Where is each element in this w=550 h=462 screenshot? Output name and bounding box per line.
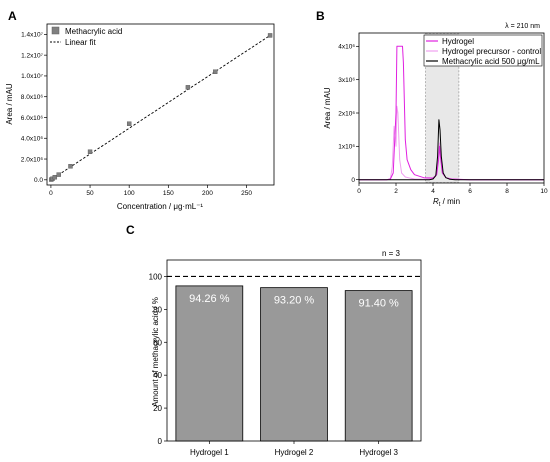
chart-a-ytick-label: 6.0x10⁶ [21,115,44,122]
legend-label-linear-fit: Linear fit [65,38,96,47]
chart-b-ytick-label: 3x10⁶ [338,77,355,84]
chart-a-ytick-label: 1.0x10⁷ [21,73,44,80]
chart-a-ylabel: Area / mAU [5,83,14,125]
panel-label-c: C [126,223,135,237]
chart-a-xtick-label: 50 [86,190,94,197]
chart-a-point [267,33,273,38]
chart-a-point [56,172,61,177]
chart-b-frame [358,32,545,184]
chart-a-ytick-label: 1.4x10⁷ [21,32,44,39]
chart-c-bar-value-label: 94.26 % [189,293,230,305]
chart-a-ytick-label: 2.0x10⁶ [21,156,44,163]
chart-c-ytick-label: 40 [153,371,162,380]
chart-b-xtick-label: 4 [431,188,435,195]
chart-c-category-label: Hydrogel 2 [275,448,314,457]
legend-marker-methacrylic-acid [51,26,60,35]
chart-c-ytick-label: 100 [149,272,163,281]
chart-a-xtick-label: 0 [49,190,53,197]
chart-a-xtick-label: 150 [163,190,174,197]
chart-c-ytick-label: 20 [153,404,162,413]
chart-b-xtick-label: 0 [357,188,361,195]
chart-c-bar [344,290,413,442]
chart-a-point [68,164,73,169]
chart-a-calibration: 0 50 100 150 200 250 0.0 2.0x10⁶ 4.0x10⁶ 6.0x10⁶ 8… [5,23,275,211]
chart-c-bar-value-label: 91.40 % [358,298,399,310]
chart-c-ylabel: Amount of methacrylic acid / % [151,297,160,407]
chart-b-ytick-label: 2x10⁶ [338,110,355,117]
chart-b-xtick-label: 2 [394,188,398,195]
chart-b-xlabel: Rt / min [433,197,460,208]
chart-c-category-label: Hydrogel 1 [190,448,229,457]
chart-c-ytick-label: 60 [153,338,162,347]
chart-a-frame [46,23,275,186]
chart-a-ytick-label: 8.0x10⁶ [21,94,44,101]
chart-c-sample-size: n = 3 [382,249,401,258]
chart-b-ytick-label: 1x10⁶ [338,144,355,151]
chart-b-xtick-label: 10 [540,188,548,195]
chart-a-fit-line [50,34,272,181]
chart-a-ytick-label: 0.0 [34,177,43,184]
chart-b-ytick-label: 0 [351,177,355,184]
chart-a-point [87,149,93,154]
chart-c-bars: 94.26 % 93.20 % 91.40 % Hydrogel 1 Hydrogel… [149,249,422,457]
chart-b-series-line [359,45,544,181]
legend-label-methacrylic-acid-500: Methacrylic acid 500 μg/mL [442,57,540,66]
legend-label-methacrylic-acid: Methacrylic acid [65,27,122,36]
chart-a-xlabel: Concentration / μg·mL⁻¹ [117,202,204,211]
chart-b-xtick-label: 6 [468,188,472,195]
chart-b-wavelength: λ = 210 nm [505,23,540,30]
chart-a-point [126,121,132,126]
legend-label-hydrogel: Hydrogel [442,37,474,46]
chart-a-point [185,85,191,90]
chart-a-legend: Methacrylic acid Linear fit [50,26,122,47]
chart-b-xtick-label: 8 [505,188,509,195]
chart-a-point [52,175,58,180]
chart-b-ylabel: Area / mAU [323,87,332,129]
chart-b-legend-box [423,34,543,67]
chart-c-bar [260,287,328,442]
chart-a-xtick-label: 100 [124,190,135,197]
chart-c-bar-value-label: 93.20 % [274,295,315,307]
chart-b-series-line [359,119,544,181]
chart-a-xtick-label: 200 [202,190,213,197]
chart-b-ytick-label: 4x10⁶ [338,44,355,51]
chart-c-ytick-label: 0 [158,437,163,446]
panel-label-a: A [8,9,17,23]
chart-a-ytick-label: 1.2x10⁷ [21,52,44,59]
chart-a-xtick-label: 250 [241,190,252,197]
chart-b-legend: Hydrogel Hydrogel precursor - control Me… [423,34,543,67]
legend-label-precursor: Hydrogel precursor - control [442,47,541,56]
chart-c-bar [175,285,244,442]
chart-a-point [213,69,218,74]
chart-a-ytick-label: 4.0x10⁶ [21,136,44,143]
chart-c-ytick-label: 80 [153,305,162,314]
panel-label-b: B [316,9,325,23]
chart-c-category-label: Hydrogel 3 [359,448,398,457]
